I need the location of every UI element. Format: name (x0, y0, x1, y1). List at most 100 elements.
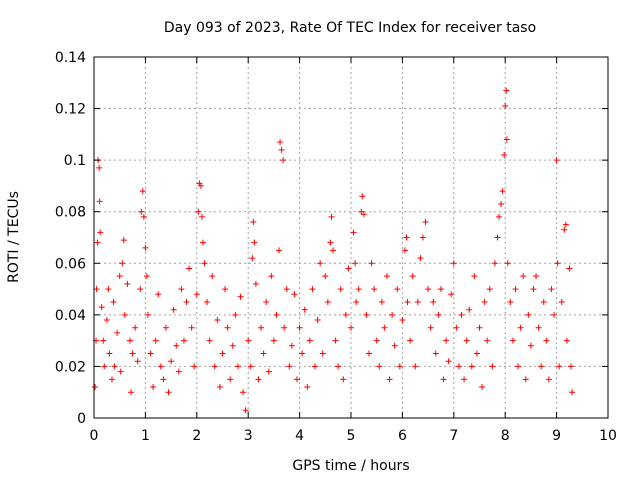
data-point (204, 298, 211, 305)
data-point (96, 198, 103, 205)
data-point (278, 146, 285, 153)
data-point (530, 286, 537, 293)
x-tick-label: 10 (599, 428, 617, 444)
data-point (563, 337, 570, 344)
data-point (569, 389, 576, 396)
data-point (137, 286, 144, 293)
data-point (312, 363, 319, 370)
data-point (407, 337, 414, 344)
data-point (466, 306, 473, 313)
data-point (425, 286, 432, 293)
data-point (494, 234, 501, 241)
data-point (473, 350, 480, 357)
data-point (209, 273, 216, 280)
data-point (396, 363, 403, 370)
data-point (152, 337, 159, 344)
data-point (545, 376, 552, 383)
data-point (251, 239, 258, 246)
data-point (422, 219, 429, 226)
data-point (124, 280, 131, 287)
data-point (507, 298, 514, 305)
data-point (504, 260, 511, 267)
data-point (103, 317, 110, 324)
data-point (106, 350, 113, 357)
data-point (139, 188, 146, 195)
data-point (409, 273, 416, 280)
data-point (512, 286, 519, 293)
data-point (517, 324, 524, 331)
data-point (427, 324, 434, 331)
data-point (484, 337, 491, 344)
data-point (553, 157, 560, 164)
data-point (527, 342, 534, 349)
data-point (455, 363, 462, 370)
data-point (489, 363, 496, 370)
data-point (363, 311, 370, 318)
data-point (219, 350, 226, 357)
x-tick-label: 4 (295, 428, 304, 444)
data-point (448, 291, 455, 298)
data-point (419, 234, 426, 241)
data-point (432, 350, 439, 357)
data-point (378, 298, 385, 305)
data-point (386, 376, 393, 383)
data-point (206, 337, 213, 344)
data-point (240, 389, 247, 396)
data-point (399, 317, 406, 324)
data-point (304, 384, 311, 391)
data-point (352, 260, 359, 267)
y-tick-label: 0.02 (55, 359, 86, 375)
data-point (471, 273, 478, 280)
data-point (247, 363, 254, 370)
data-point (211, 363, 218, 370)
data-point (461, 376, 468, 383)
data-point (322, 273, 329, 280)
x-tick-label: 1 (141, 428, 150, 444)
data-point (119, 260, 126, 267)
data-point (342, 311, 349, 318)
data-point (353, 298, 360, 305)
data-point (515, 363, 522, 370)
data-point (294, 376, 301, 383)
data-point (445, 358, 452, 365)
data-point (147, 350, 154, 357)
data-point (335, 363, 342, 370)
data-point (319, 350, 326, 357)
data-point (178, 286, 185, 293)
data-point (126, 337, 133, 344)
data-point (543, 337, 550, 344)
data-point (404, 298, 411, 305)
data-point (258, 324, 265, 331)
data-point (567, 363, 574, 370)
data-point (327, 239, 334, 246)
data-point (538, 363, 545, 370)
data-point (195, 208, 202, 215)
axis-ticks: 0 1 2 3 4 5 6 7 8 9 10 0 0.02 0.04 0.06 0.08 0.1 0.12 0.14 (55, 50, 617, 444)
data-point (198, 213, 205, 220)
data-point (157, 363, 164, 370)
data-point (309, 286, 316, 293)
data-point (110, 298, 117, 305)
data-point (340, 376, 347, 383)
data-point (332, 337, 339, 344)
data-point (268, 273, 275, 280)
data-point (94, 239, 101, 246)
data-point (188, 324, 195, 331)
data-point (486, 286, 493, 293)
y-tick-label: 0.06 (55, 256, 86, 272)
data-point (502, 102, 509, 109)
data-point (186, 265, 193, 272)
data-point (114, 329, 121, 336)
data-point (227, 376, 234, 383)
data-point (93, 286, 100, 293)
data-point (101, 363, 108, 370)
data-point (479, 384, 486, 391)
data-point (173, 342, 180, 349)
data-point (299, 350, 306, 357)
data-point (280, 157, 287, 164)
data-point (242, 407, 249, 414)
data-point (401, 247, 408, 254)
data-point (403, 234, 410, 241)
data-point (97, 229, 104, 236)
x-axis-title: GPS time / hours (292, 458, 409, 474)
